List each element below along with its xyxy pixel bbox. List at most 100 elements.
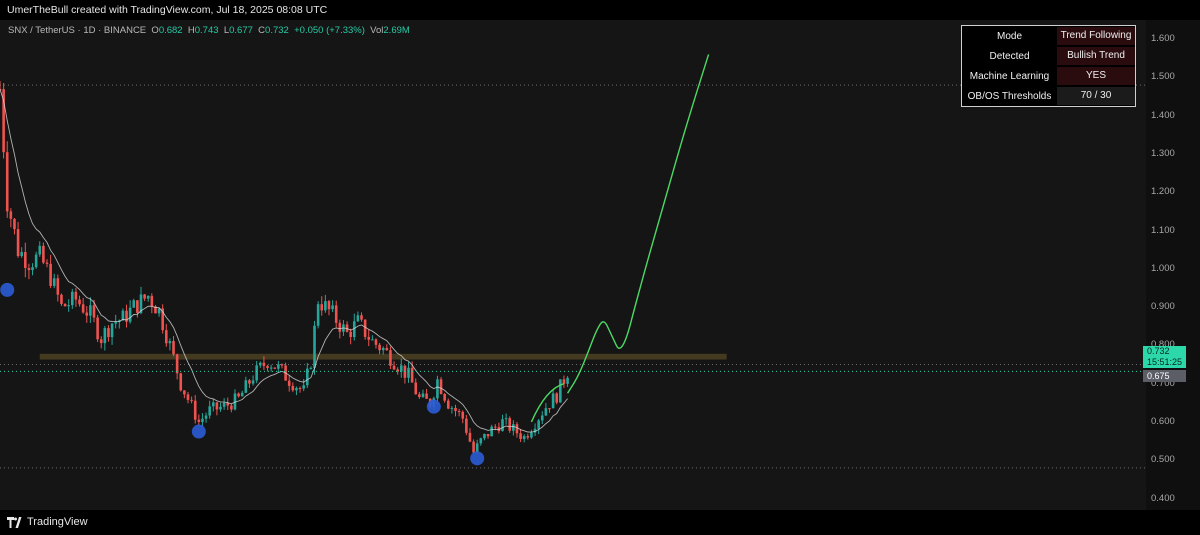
candle-body — [146, 295, 150, 299]
candle-body — [486, 433, 490, 437]
candle-body — [345, 324, 349, 332]
candle-body — [381, 347, 385, 351]
candle-body — [450, 407, 454, 409]
candle-body — [475, 443, 479, 453]
candle-body — [27, 267, 31, 271]
candle-body — [497, 427, 501, 432]
candle-body — [313, 325, 316, 368]
price-tick-label: 0.900 — [1151, 301, 1175, 313]
price-tick-label: 1.300 — [1151, 147, 1175, 159]
candle-body — [74, 291, 78, 300]
candle-body — [334, 305, 338, 323]
close-value: 0.732 — [265, 25, 289, 36]
candle-body — [143, 294, 146, 299]
candle-body — [349, 331, 352, 337]
candle-body — [34, 254, 38, 268]
candle-body — [56, 278, 60, 295]
candle-body — [60, 294, 63, 304]
candle-body — [248, 380, 251, 384]
candle-body — [16, 229, 20, 257]
candle-body — [309, 367, 313, 369]
candle-body — [526, 436, 530, 438]
tradingview-icon — [7, 516, 22, 528]
candle-body — [139, 294, 143, 313]
candle-body — [269, 367, 273, 369]
open-label: O — [151, 25, 159, 36]
candle-body — [183, 390, 186, 395]
candle-body — [537, 420, 540, 429]
last-price-tag: 0.732 15:51:25 — [1143, 346, 1186, 368]
candle-body — [222, 402, 226, 407]
symbol-legend: SNX / TetherUS · 1D · BINANCE O0.682 H0.… — [8, 25, 410, 36]
moving-average-line — [0, 89, 568, 433]
candle-body — [89, 305, 92, 316]
table-row: OB/OS Thresholds 70 / 30 — [962, 86, 1135, 106]
candle-body — [551, 393, 555, 409]
candle-body — [96, 317, 99, 340]
candle-body — [418, 394, 421, 398]
candle-body — [392, 365, 396, 370]
candle-body — [378, 344, 381, 351]
candle-body — [425, 393, 428, 399]
indicator-info-table: Mode Trend Following Detected Bullish Tr… — [961, 25, 1136, 107]
candle-body — [385, 347, 389, 351]
candle-body — [360, 315, 363, 320]
annotation-arc — [530, 382, 565, 423]
candle-body — [544, 408, 548, 416]
candle-body — [548, 408, 551, 410]
price-tick-label: 1.500 — [1151, 71, 1175, 83]
tradingview-logo[interactable]: TradingView — [7, 516, 88, 528]
price-tick-label: 1.600 — [1151, 33, 1175, 45]
candle-body — [562, 379, 566, 384]
symbol-name[interactable]: SNX / TetherUS · 1D · BINANCE — [8, 25, 147, 36]
candle-body — [121, 310, 125, 321]
pivot-marker — [191, 424, 206, 439]
price-axis[interactable]: 1.600 1.500 1.400 1.300 1.200 1.100 1.000 0.900… — [1146, 20, 1200, 510]
pivot-marker — [426, 399, 441, 414]
candle-body — [258, 362, 262, 366]
table-value: Trend Following — [1057, 27, 1135, 45]
candle-body — [114, 322, 117, 324]
table-row: Mode Trend Following — [962, 26, 1135, 46]
low-value: 0.677 — [229, 25, 253, 36]
table-key: Detected — [989, 50, 1030, 62]
candle-body — [186, 394, 190, 400]
candle-body — [356, 315, 360, 322]
candle-body — [277, 364, 280, 369]
candle-body — [287, 380, 291, 386]
candle-body — [501, 419, 504, 432]
candle-body — [38, 245, 42, 255]
candle-body — [125, 310, 128, 322]
chart-pane[interactable]: SNX / TetherUS · 1D · BINANCE O0.682 H0.… — [0, 20, 1146, 510]
candle-body — [446, 400, 450, 409]
candle-body — [154, 306, 157, 314]
candle-body — [215, 402, 219, 410]
price-chart-svg[interactable] — [0, 20, 1146, 510]
price-tick-label: 0.500 — [1151, 454, 1175, 466]
candle-body — [190, 399, 193, 401]
table-value: 70 / 30 — [1057, 87, 1135, 105]
last-price: 0.732 — [1147, 346, 1170, 356]
candle-body — [5, 152, 9, 212]
candle-body — [371, 339, 374, 341]
price-tick-label: 0.800 — [1151, 339, 1175, 351]
candle-body — [31, 267, 34, 271]
candle-body — [389, 350, 392, 366]
change-value: +0.050 (+7.33%) — [294, 25, 365, 36]
table-key: OB/OS Thresholds — [967, 90, 1052, 102]
pivot-marker — [0, 282, 15, 297]
candle-body — [410, 367, 414, 383]
candle-body — [465, 418, 468, 433]
candle-body — [508, 418, 512, 431]
candle-body — [338, 322, 342, 332]
candle-body — [49, 263, 52, 286]
candle-body — [327, 301, 331, 310]
table-row: Machine Learning YES — [962, 66, 1135, 86]
candle-body — [504, 418, 508, 420]
candle-body — [439, 379, 443, 395]
candle-body — [436, 379, 439, 399]
price-tick-label: 1.200 — [1151, 186, 1175, 198]
candle-body — [280, 364, 284, 366]
candle-body — [454, 407, 457, 412]
candle-body — [251, 380, 255, 384]
